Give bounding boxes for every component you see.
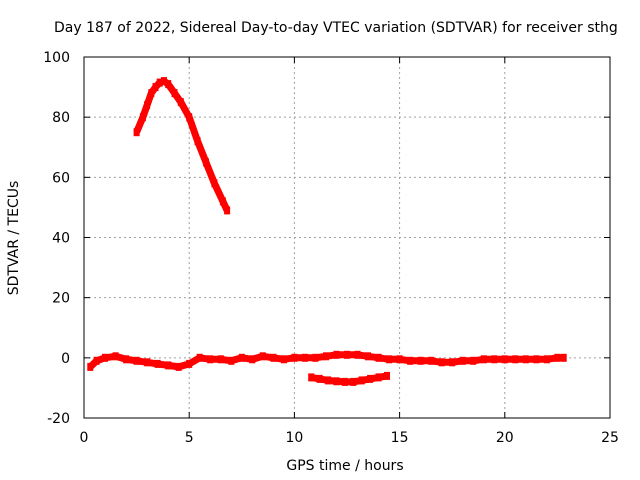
- data-point: [139, 113, 146, 122]
- data-point: [449, 358, 456, 367]
- data-point: [344, 350, 350, 359]
- y-tick-label: -20: [47, 411, 70, 427]
- data-point: [384, 371, 390, 380]
- data-point: [87, 362, 94, 371]
- x-tick-label: 20: [496, 430, 514, 446]
- data-point: [249, 355, 256, 364]
- data-point: [186, 113, 193, 122]
- data-point: [144, 358, 151, 367]
- data-point: [386, 355, 393, 364]
- data-point: [203, 158, 209, 167]
- x-tick-label: 25: [601, 430, 619, 446]
- data-point: [543, 355, 550, 364]
- data-point: [560, 353, 567, 362]
- x-tick-label: 15: [391, 430, 409, 446]
- data-point: [459, 356, 466, 365]
- data-point: [291, 353, 298, 362]
- data-point: [501, 355, 508, 364]
- data-point: [323, 352, 329, 361]
- data-point: [156, 78, 163, 87]
- data-point: [177, 98, 184, 107]
- data-point: [207, 355, 214, 364]
- series-arc-low: [310, 372, 388, 386]
- data-point: [270, 353, 277, 362]
- data-point: [154, 359, 161, 368]
- data-point: [325, 376, 332, 385]
- chart-title: Day 187 of 2022, Sidereal Day-to-day VTE…: [54, 20, 618, 36]
- data-point: [238, 353, 245, 362]
- data-point: [301, 353, 308, 362]
- data-point: [165, 361, 172, 370]
- data-point: [161, 77, 167, 86]
- data-point: [219, 197, 226, 206]
- data-layer: [87, 77, 567, 386]
- data-point: [333, 350, 340, 359]
- data-point: [407, 356, 414, 365]
- data-point: [280, 355, 287, 364]
- data-point: [554, 353, 561, 362]
- data-point: [175, 362, 182, 371]
- data-point: [228, 356, 235, 365]
- data-point: [224, 206, 231, 215]
- data-point: [112, 352, 119, 361]
- x-tick-label: 5: [185, 430, 194, 446]
- tick-label-layer: 0 5 10 15 20 25 -20 0 20 40 60 80 100: [43, 50, 619, 446]
- y-tick-label: 80: [52, 110, 70, 126]
- data-point: [533, 355, 540, 364]
- data-point: [350, 377, 357, 386]
- data-point: [165, 80, 172, 89]
- y-tick-label: 0: [61, 351, 70, 367]
- data-point: [480, 355, 487, 364]
- y-tick-label: 60: [52, 170, 70, 186]
- data-point: [428, 356, 435, 365]
- x-tick-label: 0: [80, 430, 89, 446]
- data-point: [259, 352, 266, 361]
- data-point: [396, 355, 403, 364]
- data-point: [375, 373, 382, 382]
- x-axis-title: GPS time / hours: [286, 458, 403, 474]
- data-point: [133, 356, 140, 365]
- series-arc-high: [133, 77, 231, 212]
- x-tick-label: 10: [285, 430, 303, 446]
- data-point: [522, 355, 529, 364]
- data-point: [367, 374, 374, 383]
- data-point: [333, 377, 340, 386]
- data-point: [194, 137, 201, 146]
- data-point: [470, 356, 477, 365]
- data-point: [375, 353, 382, 362]
- data-point: [196, 353, 203, 362]
- data-point: [144, 101, 151, 110]
- y-tick-label: 100: [43, 50, 70, 66]
- data-point: [123, 355, 130, 364]
- data-point: [102, 353, 108, 362]
- y-tick-label: 40: [52, 231, 70, 247]
- data-point: [93, 356, 100, 365]
- data-point: [186, 359, 193, 368]
- y-tick-label: 20: [52, 291, 70, 307]
- tick-layer: [83, 56, 611, 419]
- data-point: [133, 128, 140, 137]
- data-point: [491, 355, 498, 364]
- data-point: [417, 356, 424, 365]
- data-point: [308, 373, 315, 382]
- data-point: [148, 89, 155, 98]
- data-point: [358, 376, 365, 385]
- data-point: [365, 352, 371, 361]
- data-point: [211, 179, 218, 188]
- data-point: [312, 353, 319, 362]
- data-point: [512, 355, 519, 364]
- data-point: [316, 374, 323, 383]
- data-point: [217, 355, 224, 364]
- data-point: [171, 89, 178, 98]
- y-axis-title: SDTVAR / TECUs: [6, 181, 22, 296]
- data-point: [341, 377, 348, 386]
- data-point: [152, 83, 159, 92]
- data-point: [354, 350, 361, 359]
- data-point: [438, 358, 445, 367]
